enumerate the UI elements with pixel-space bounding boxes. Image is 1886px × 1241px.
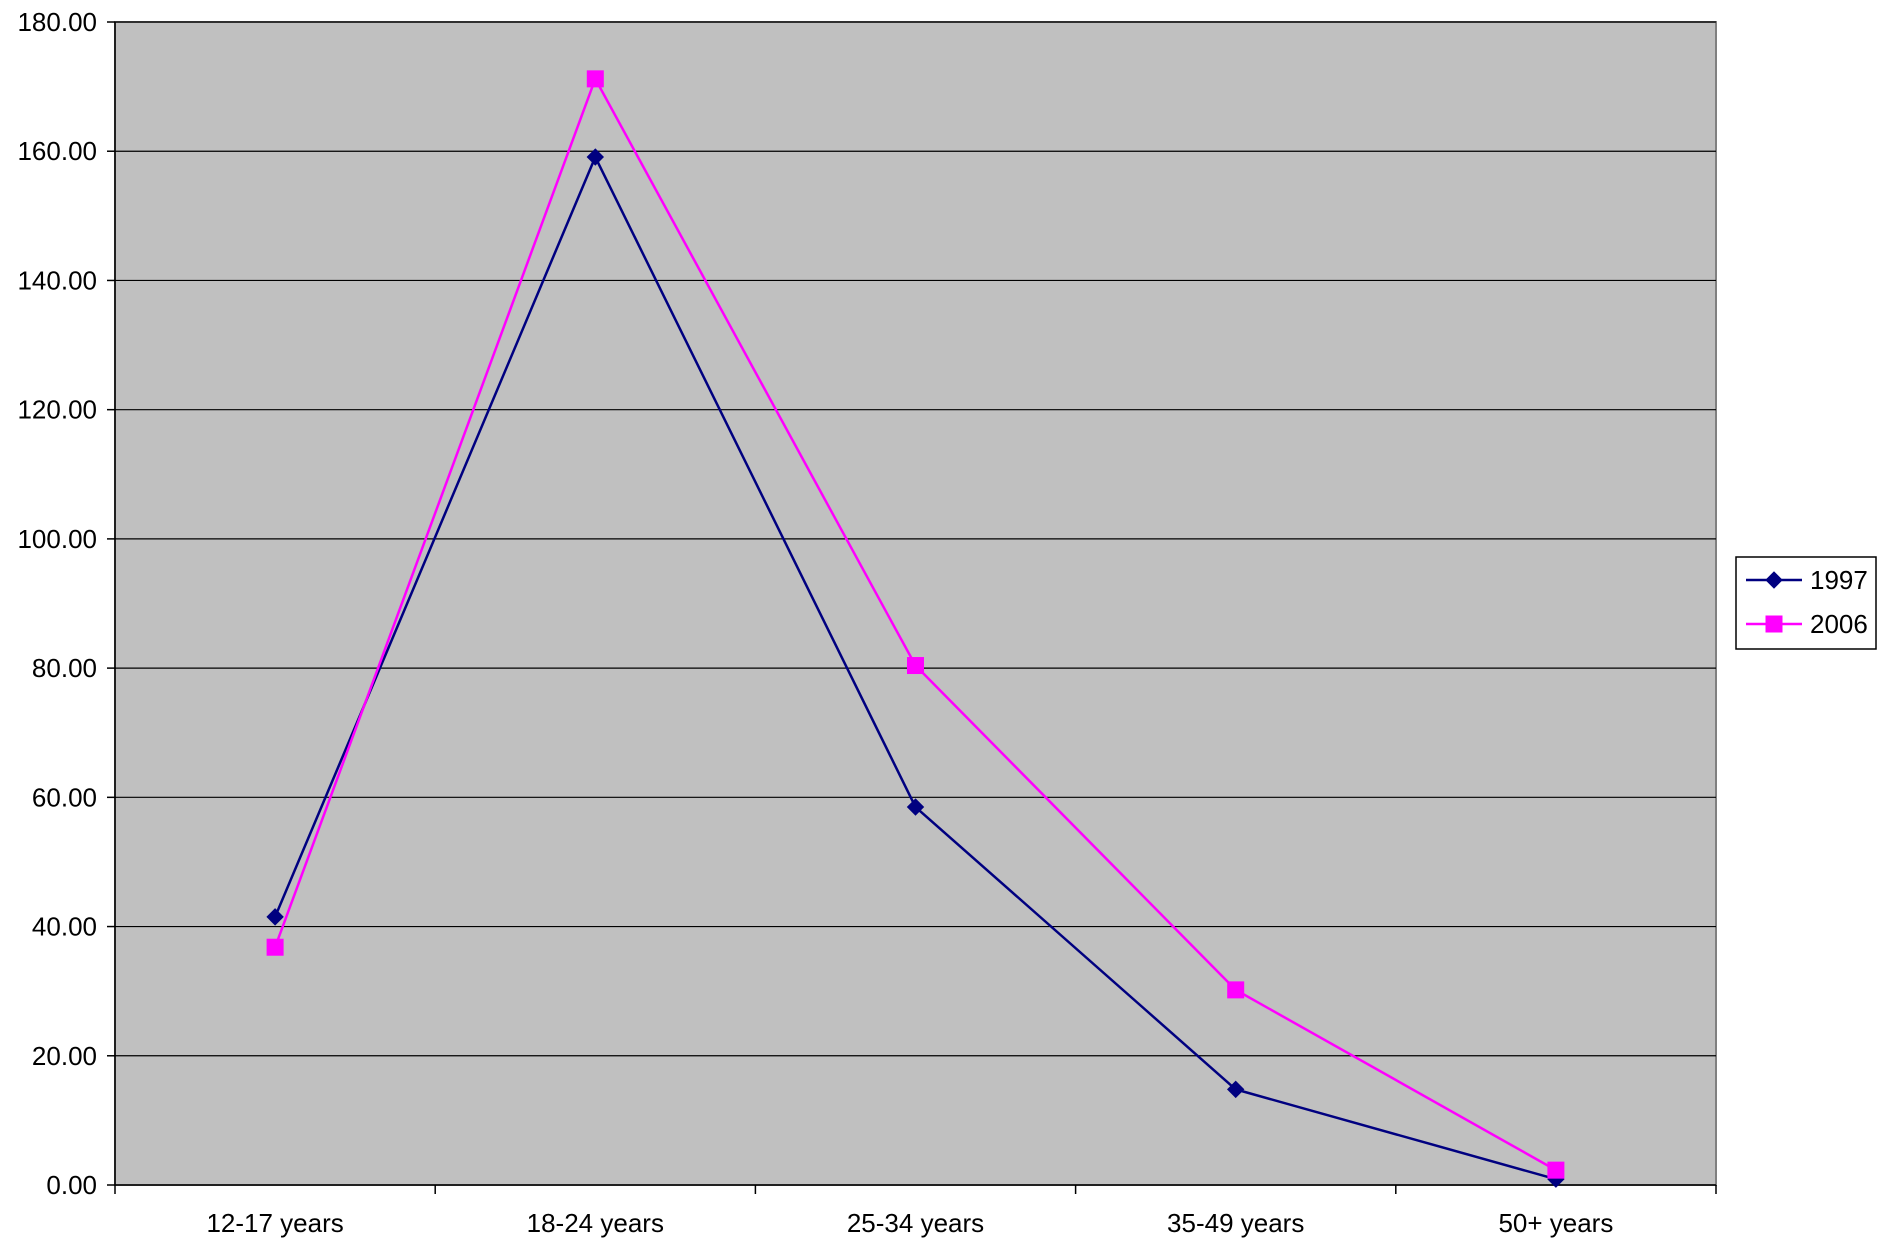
y-tick-label: 120.00 (17, 395, 97, 425)
legend-item: 1997 (1746, 565, 1868, 595)
axes (107, 21, 1717, 1194)
data-point (586, 148, 605, 166)
legend: 1997 2006 (1735, 556, 1877, 650)
y-axis-tick-labels: 0.00 20.00 40.00 60.00 80.00 100.00 120.00 140.… (17, 7, 97, 1200)
x-tick-label: 18-24 years (527, 1208, 664, 1238)
legend-item: 2006 (1746, 609, 1868, 639)
series-1997 (266, 148, 1565, 1188)
series (266, 70, 1565, 1188)
y-tick-label: 140.00 (17, 265, 97, 295)
data-point (266, 908, 284, 926)
y-tick-label: 20.00 (32, 1041, 97, 1071)
x-tick-label: 25-34 years (847, 1208, 984, 1238)
legend-marker (1765, 571, 1783, 589)
y-tick-label: 180.00 (17, 7, 97, 37)
y-tick-label: 80.00 (32, 653, 97, 683)
data-point (1547, 1161, 1565, 1179)
legend-label: 1997 (1810, 565, 1868, 595)
y-tick-label: 60.00 (32, 782, 97, 812)
gridlines (115, 21, 1716, 1057)
legend-box (1735, 556, 1877, 650)
plot-area (114, 21, 1717, 1186)
x-axis-tick-labels: 12-17 years 18-24 years 25-34 years 35-49 y… (206, 1208, 1613, 1238)
x-tick-label: 50+ years (1498, 1208, 1613, 1238)
y-tick-label: 40.00 (32, 912, 97, 942)
legend-marker (1765, 615, 1783, 633)
y-tick-label: 0.00 (46, 1170, 97, 1200)
data-point (907, 657, 924, 675)
series-2006 (266, 70, 1565, 1179)
y-tick-label: 160.00 (17, 136, 97, 166)
data-point (1227, 981, 1245, 999)
data-point (586, 70, 604, 88)
data-point (266, 938, 284, 956)
data-point (906, 798, 925, 816)
data-point (1226, 1080, 1245, 1099)
y-tick-label: 100.00 (17, 524, 97, 554)
legend-label: 2006 (1810, 609, 1868, 639)
x-tick-label: 35-49 years (1167, 1208, 1304, 1238)
x-tick-label: 12-17 years (206, 1208, 343, 1238)
